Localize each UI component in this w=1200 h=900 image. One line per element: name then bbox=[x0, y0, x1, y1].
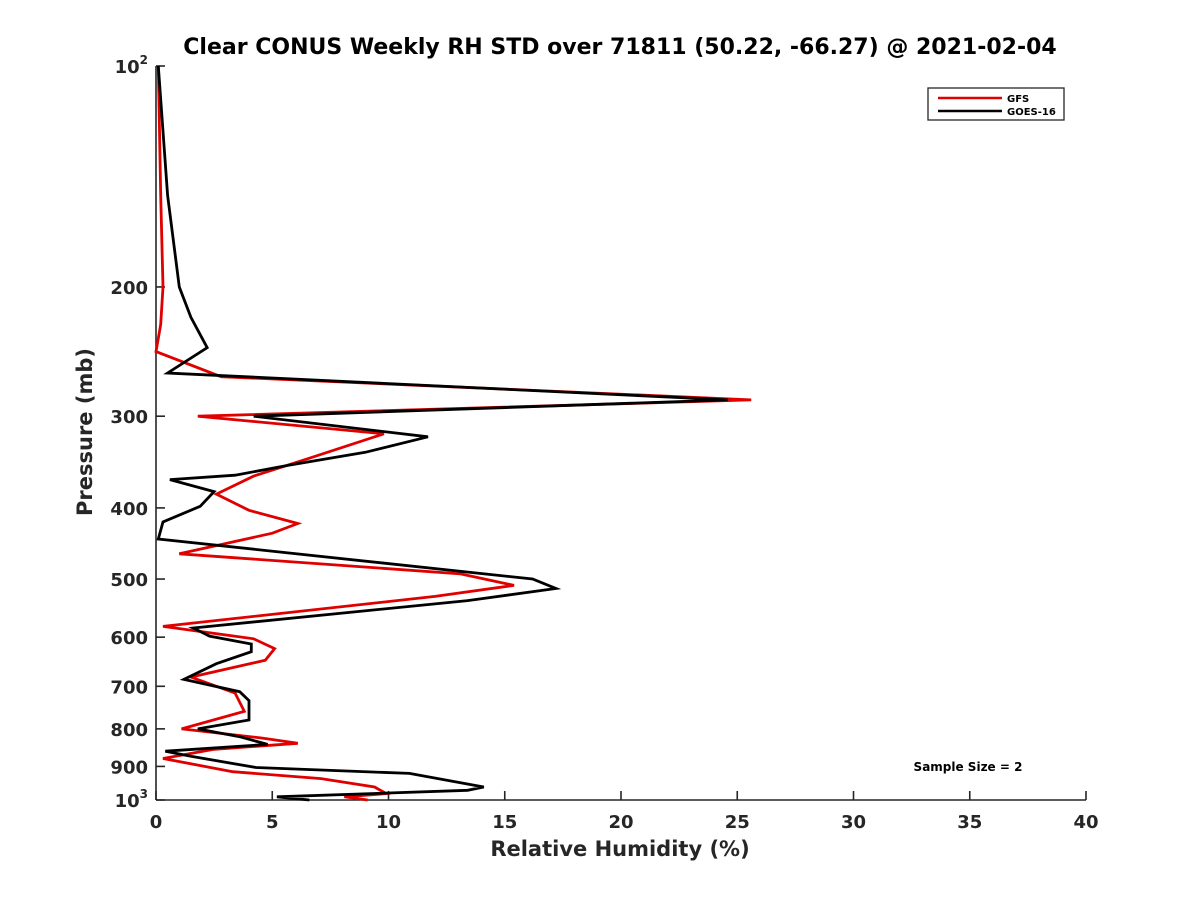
x-tick-label: 25 bbox=[725, 812, 750, 833]
series-line-goes-16 bbox=[156, 65, 729, 802]
y-tick-label-exponent: 2 bbox=[140, 53, 148, 67]
legend-label: GFS bbox=[1007, 94, 1029, 105]
x-tick-label: 35 bbox=[957, 812, 982, 833]
y-tick-label: 102 bbox=[115, 53, 148, 78]
y-tick-label: 300 bbox=[110, 407, 148, 428]
y-tick-label-base: 10 bbox=[115, 57, 140, 78]
sample-size-annotation: Sample Size = 2 bbox=[914, 760, 1023, 774]
x-tick-label: 10 bbox=[376, 812, 401, 833]
legend-box bbox=[927, 87, 1065, 121]
y-tick-label: 800 bbox=[110, 720, 148, 741]
x-tick-label: 30 bbox=[841, 812, 866, 833]
y-tick-label: 200 bbox=[110, 278, 148, 299]
chart-title: Clear CONUS Weekly RH STD over 71811 (50… bbox=[183, 35, 1056, 60]
x-tick-label: 40 bbox=[1073, 812, 1098, 833]
y-axis-title: Pressure (mb) bbox=[73, 348, 97, 516]
y-tick-label-base: 10 bbox=[115, 791, 140, 812]
y-tick-label: 103 bbox=[115, 787, 148, 812]
x-tick-label: 0 bbox=[150, 812, 163, 833]
y-tick-label: 600 bbox=[110, 628, 148, 649]
y-tick-label: 700 bbox=[110, 677, 148, 698]
x-axis-title: Relative Humidity (%) bbox=[490, 837, 749, 861]
y-tick-label: 500 bbox=[110, 570, 148, 591]
x-tick-label: 15 bbox=[492, 812, 517, 833]
plot-area: 0 5 10 15 20 25 30 35 40102200300400500600700800… bbox=[110, 53, 1098, 833]
y-tick-label-exponent: 3 bbox=[140, 787, 148, 801]
legend-label: GOES-16 bbox=[1007, 107, 1056, 118]
x-tick-label: 20 bbox=[608, 812, 633, 833]
x-tick-label: 5 bbox=[266, 812, 279, 833]
y-tick-label: 900 bbox=[110, 757, 148, 778]
series-line-gfs bbox=[154, 65, 752, 802]
y-tick-label: 400 bbox=[110, 499, 148, 520]
legend: GFS GOES-16 bbox=[927, 87, 1065, 121]
